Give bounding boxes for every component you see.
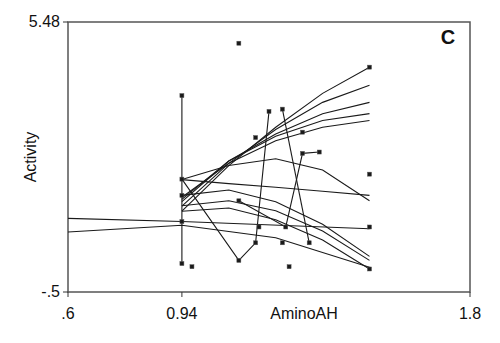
- point: [180, 94, 184, 98]
- y-axis-label: Activity: [22, 132, 39, 183]
- series-line: [282, 109, 309, 243]
- series-line: [182, 208, 370, 269]
- series-line: [239, 152, 319, 227]
- series-line: [182, 67, 370, 211]
- y-tick: [63, 292, 68, 293]
- point: [254, 241, 258, 245]
- point: [287, 265, 291, 269]
- point: [180, 177, 184, 181]
- point: [301, 151, 305, 155]
- point: [368, 172, 372, 176]
- series-line: [182, 85, 370, 206]
- series-line: [182, 114, 370, 200]
- x-tick-label: 0.94: [166, 305, 197, 322]
- y-tick: [63, 22, 68, 23]
- x-tick: [470, 292, 471, 297]
- point: [284, 225, 288, 229]
- point: [254, 136, 258, 140]
- x-tick: [181, 292, 182, 297]
- point: [180, 262, 184, 266]
- point: [237, 41, 241, 45]
- point: [317, 150, 321, 154]
- point: [368, 267, 372, 271]
- point: [180, 193, 184, 197]
- point: [368, 65, 372, 69]
- series-line: [182, 159, 370, 201]
- point: [180, 220, 184, 224]
- x-tick-label: 1.8: [459, 305, 481, 322]
- point: [280, 241, 284, 245]
- point: [267, 109, 271, 113]
- point: [237, 199, 241, 203]
- point: [257, 225, 261, 229]
- series-line: [182, 102, 370, 201]
- point: [301, 130, 305, 134]
- point: [307, 241, 311, 245]
- point: [368, 225, 372, 229]
- x-tick: [68, 292, 69, 297]
- point: [190, 265, 194, 269]
- point: [280, 107, 284, 111]
- y-tick-label: -.5: [41, 283, 60, 300]
- panel-label: C: [441, 26, 455, 48]
- x-tick-label: .6: [61, 305, 74, 322]
- marks: [68, 41, 372, 271]
- chart: .6 0.94 1.8 -.5 5.48 AminoAH Activity C: [0, 0, 500, 343]
- series-line: [182, 180, 370, 196]
- plot-frame: [68, 22, 470, 292]
- x-axis-label: AminoAH: [270, 305, 338, 322]
- y-tick-label: 5.48: [29, 13, 60, 30]
- point: [237, 258, 241, 262]
- series-line: [182, 111, 269, 260]
- series-line: [68, 218, 370, 228]
